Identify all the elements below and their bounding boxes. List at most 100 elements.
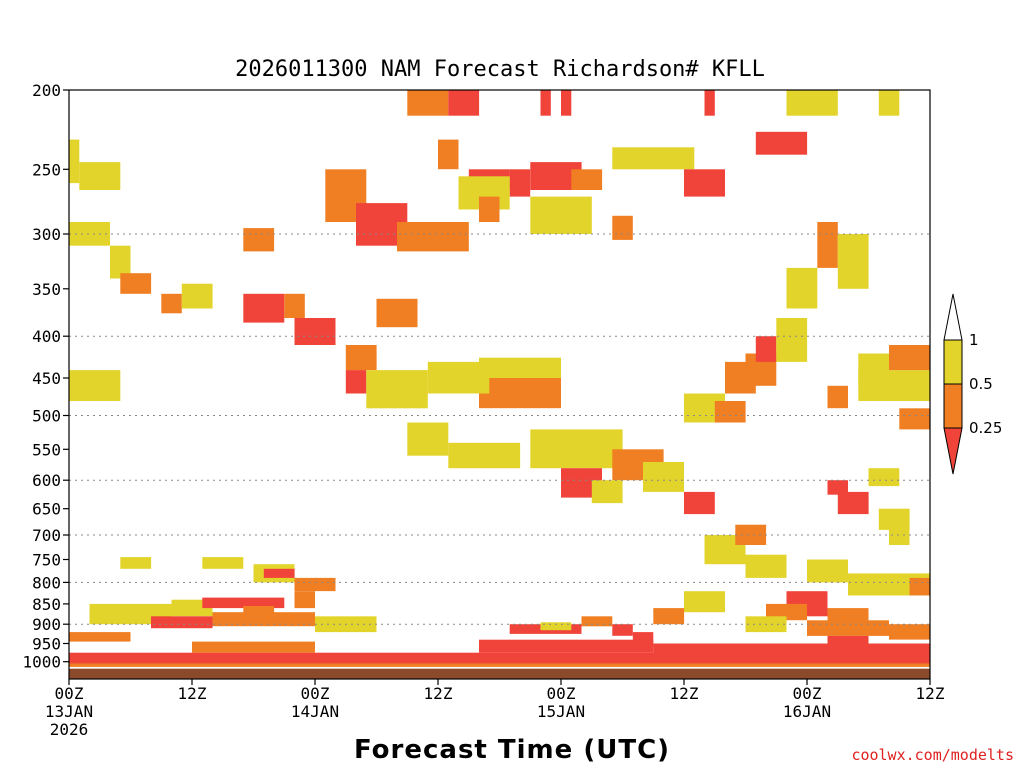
ground-layer xyxy=(69,668,930,679)
y-tick-label: 500 xyxy=(32,407,61,426)
heatmap-cell-low xyxy=(243,293,285,323)
x-tick-label: 12Z xyxy=(178,684,207,703)
heatmap-cell-high xyxy=(878,90,900,116)
y-tick-label: 650 xyxy=(32,500,61,519)
heatmap-cell-low xyxy=(755,131,808,155)
heatmap-cell-high xyxy=(202,557,244,569)
heatmap-cell-high xyxy=(448,442,521,469)
heatmap-cell-mid xyxy=(479,378,561,409)
y-tick-label: 350 xyxy=(32,280,61,299)
heatmap-cell-low xyxy=(448,90,480,116)
x-tick-label: 14JAN xyxy=(291,702,339,721)
heatmap-cell-low xyxy=(837,491,869,515)
heatmap-cell-high xyxy=(69,222,110,246)
y-tick-label: 300 xyxy=(32,225,61,244)
y-tick-label: 950 xyxy=(32,635,61,654)
heatmap-cell-mid xyxy=(571,169,603,190)
heatmap-cell-low xyxy=(509,169,531,197)
heatmap-cell-mid xyxy=(714,401,746,423)
x-tick-label: 13JAN xyxy=(45,702,93,721)
x-tick-label: 00Z xyxy=(547,684,576,703)
x-tick-label: 00Z xyxy=(55,684,84,703)
heatmap-cell-low xyxy=(612,624,633,636)
chart-title: 2026011300 NAM Forecast Richardson# KFLL xyxy=(235,57,765,82)
y-tick-label: 750 xyxy=(32,551,61,570)
colorbar-legend: 1 0.5 0.25 xyxy=(943,293,1002,475)
x-tick-label: 12Z xyxy=(670,684,699,703)
colorbar-label: 0.5 xyxy=(969,375,993,393)
colorbar-bin-high xyxy=(943,339,963,385)
heatmap-cell-mid xyxy=(438,139,459,170)
heatmap-cell-mid xyxy=(909,577,930,596)
heatmap-cell-low xyxy=(755,336,777,362)
heatmap-cell-low xyxy=(684,491,715,515)
heatmap-cell-mid xyxy=(294,577,336,592)
heatmap-cell-mid xyxy=(889,624,930,640)
x-tick-label: 00Z xyxy=(301,684,330,703)
x-tick-label: 2026 xyxy=(50,720,89,739)
ground-band xyxy=(69,668,930,679)
heatmap-cell-high xyxy=(171,599,213,617)
colorbar-top-arrow xyxy=(943,293,963,341)
y-tick-label: 800 xyxy=(32,573,61,592)
heatmap-cell-mid xyxy=(581,616,613,627)
heatmap-cell-low xyxy=(151,616,213,629)
heatmap-cell-high xyxy=(79,162,121,190)
heatmap-cell-high xyxy=(858,370,931,401)
y-tick-label: 900 xyxy=(32,615,61,634)
colorbar-bin-mid xyxy=(943,383,963,429)
heatmap-cell-high xyxy=(776,318,808,362)
heatmap-cell-mid xyxy=(284,293,305,318)
heatmap-cell-low xyxy=(263,568,295,578)
heatmap-cell-low xyxy=(69,652,930,664)
heatmap-cell-low xyxy=(827,635,869,648)
heatmap-cell-high xyxy=(643,462,684,492)
y-tick-label: 700 xyxy=(32,526,61,545)
heatmap-cell-mid xyxy=(653,608,685,625)
heatmap-cell-high xyxy=(745,554,787,578)
heatmap-cell-low xyxy=(345,370,367,394)
heatmap-cell-mid xyxy=(69,663,930,667)
heatmap-cell-high xyxy=(868,468,900,487)
y-tick-label: 250 xyxy=(32,160,61,179)
heatmap-cell-mid xyxy=(899,408,931,430)
heatmap-cell-high xyxy=(591,480,623,504)
y-tick-label: 550 xyxy=(32,440,61,459)
heatmap-cell-mid xyxy=(243,228,275,252)
heatmap-cell-low xyxy=(684,169,725,197)
heatmap-cell-low xyxy=(479,639,654,653)
heatmap-cell-mid xyxy=(889,345,930,371)
y-tick-label: 1000 xyxy=(22,653,61,672)
x-tick-label: 12Z xyxy=(916,684,945,703)
heatmap-cell-high xyxy=(684,591,725,613)
heatmap-cell-low xyxy=(653,643,931,655)
heatmap-cell-high xyxy=(786,90,838,116)
x-tick-label: 00Z xyxy=(793,684,822,703)
heatmap-cells xyxy=(69,90,931,667)
heatmap-cell-mid xyxy=(345,345,377,371)
x-axis-label: Forecast Time (UTC) xyxy=(354,735,670,765)
y-tick-label: 450 xyxy=(32,369,61,388)
heatmap-cell-low xyxy=(294,318,336,345)
heatmap-cell-high xyxy=(878,508,910,530)
heatmap-cell-high xyxy=(786,267,818,309)
colorbar-label: 1 xyxy=(969,331,979,349)
colorbar-label: 0.25 xyxy=(969,419,1002,437)
heatmap-cell-mid xyxy=(192,641,315,653)
heatmap-cell-mid xyxy=(766,603,807,621)
heatmap-cell-high xyxy=(110,245,131,279)
heatmap-cell-high xyxy=(837,234,869,289)
heatmap-cell-mid xyxy=(376,298,418,328)
x-tick-label: 15JAN xyxy=(537,702,585,721)
heatmap-cell-mid xyxy=(294,591,315,609)
heatmap-cell-mid xyxy=(161,293,182,314)
x-tick-label: 16JAN xyxy=(783,702,831,721)
heatmap-cell-mid xyxy=(817,222,838,268)
y-axis: 200 250 300 350 400 450 500 550 600 650 700 750 800 8… xyxy=(22,81,69,672)
heatmap-cell-mid xyxy=(407,90,449,116)
heatmap-cell-mid xyxy=(212,612,315,627)
heatmap-cell-low xyxy=(540,90,551,116)
heatmap-cell-mid xyxy=(612,215,633,240)
heatmap-cell-mid xyxy=(397,222,469,252)
